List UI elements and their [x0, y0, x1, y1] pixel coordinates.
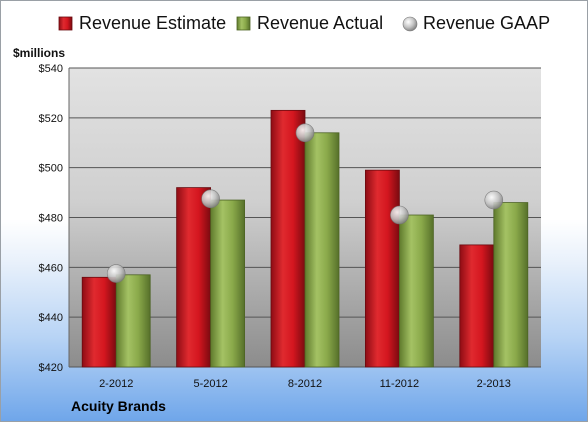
x-tick-label: 8-2012 — [288, 378, 322, 390]
bar-revenue-actual — [493, 202, 529, 368]
bar-revenue-actual — [210, 199, 246, 368]
y-tick-label: $440 — [39, 312, 63, 324]
x-tick-label: 2-2012 — [99, 378, 133, 390]
x-tick-label: 2-2013 — [477, 378, 511, 390]
gaap-markers — [106, 123, 504, 283]
y-tick-label: $520 — [39, 113, 63, 125]
company-label: Acuity Brands — [71, 398, 166, 414]
bar-revenue-estimate — [81, 276, 117, 368]
y-tick-label: $540 — [39, 63, 63, 75]
legend-swatch — [402, 16, 418, 32]
legend-swatch — [236, 16, 251, 31]
y-tick-label: $420 — [39, 362, 63, 374]
legend-label: Revenue Estimate — [79, 13, 226, 33]
y-axis-label: $millions — [13, 46, 65, 60]
bar-revenue-estimate — [176, 187, 212, 368]
legend-label: Revenue GAAP — [423, 13, 550, 33]
bars — [81, 109, 529, 368]
y-tick-label: $480 — [39, 213, 63, 225]
bar-revenue-actual — [398, 214, 434, 368]
bar-revenue-estimate — [459, 244, 495, 368]
marker-revenue-gaap — [390, 205, 409, 225]
legend-swatch — [58, 16, 73, 31]
bar-revenue-estimate — [270, 109, 306, 368]
x-axis-ticks: 2-2012 5-2012 8-2012 11-2012 2-2013 — [99, 378, 511, 390]
marker-revenue-gaap — [106, 264, 126, 283]
x-tick-label: 5-2012 — [193, 378, 227, 390]
y-axis-ticks: $420 $440 $460 $480 $500 $520 $540 — [39, 63, 63, 374]
legend-label: Revenue Actual — [257, 13, 383, 33]
bar-revenue-estimate — [364, 169, 400, 368]
y-tick-label: $460 — [39, 262, 63, 274]
bar-revenue-actual — [115, 274, 151, 368]
legend: Revenue Estimate Revenue Actual Revenue GA… — [58, 13, 550, 33]
x-tick-label: 11-2012 — [380, 378, 420, 390]
marker-revenue-gaap — [201, 189, 220, 209]
marker-revenue-gaap — [484, 190, 504, 210]
marker-revenue-gaap — [295, 123, 315, 143]
y-tick-label: $500 — [39, 163, 63, 175]
bar-revenue-actual — [304, 132, 340, 368]
